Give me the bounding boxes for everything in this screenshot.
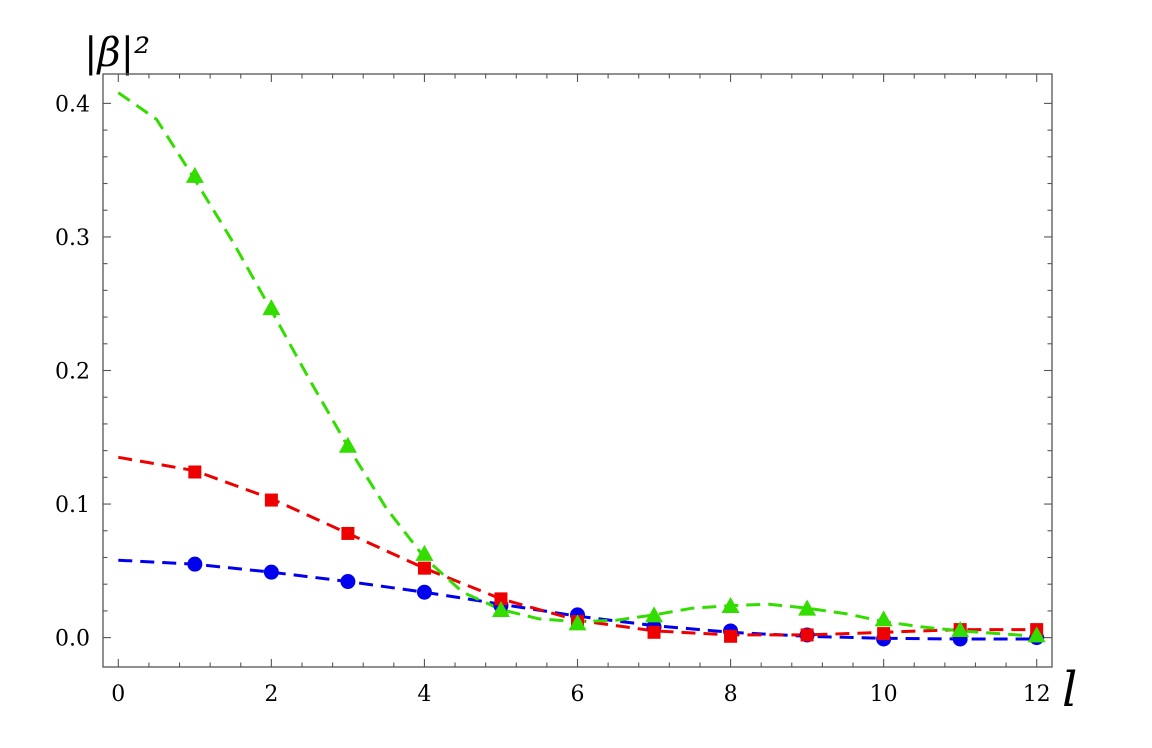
- plot-frame: [102, 73, 1053, 668]
- triangle-data-point: [338, 436, 357, 453]
- square-data-point: [494, 592, 508, 606]
- circle-data-point: [263, 564, 279, 580]
- triangle-data-point: [491, 600, 510, 617]
- circle-data-point: [416, 584, 432, 600]
- x-tick-label: 6: [571, 682, 585, 707]
- triangle-data-point: [798, 599, 817, 616]
- y-tick-label: 0.3: [55, 226, 90, 251]
- triangle-data-point: [721, 596, 740, 613]
- square-data-point: [188, 465, 202, 479]
- triangle-data-point: [262, 299, 281, 316]
- square-data-point: [800, 628, 814, 642]
- y-tick-label: 0.0: [55, 627, 90, 652]
- square-data-point: [341, 526, 355, 540]
- square-data-point: [264, 493, 278, 507]
- triangle-data-point: [185, 166, 204, 183]
- triangle-data-point: [1027, 626, 1046, 643]
- circle-data-point: [340, 574, 356, 590]
- triangle-data-point: [951, 621, 970, 638]
- triangle-series-curve: [117, 91, 1037, 638]
- square-data-point: [877, 627, 891, 641]
- square-data-point: [647, 625, 661, 639]
- square-data-point: [724, 629, 738, 643]
- y-tick-label: 0.1: [55, 493, 90, 518]
- x-tick-label: 2: [264, 682, 278, 707]
- y-axis-title: |β|²: [84, 30, 150, 76]
- x-tick-label: 8: [724, 682, 738, 707]
- y-tick-label: 0.2: [55, 360, 90, 385]
- x-tick-label: 4: [417, 682, 431, 707]
- triangle-data-point: [874, 610, 893, 627]
- triangle-data-point: [415, 544, 434, 561]
- y-tick-label: 0.4: [55, 92, 90, 117]
- circle-data-point: [187, 556, 203, 572]
- x-tick-label: 12: [1023, 682, 1051, 707]
- x-tick-label: 0: [111, 682, 125, 707]
- triangle-data-point: [645, 606, 664, 623]
- x-axis-title: l: [1062, 662, 1077, 718]
- x-tick-label: 10: [870, 682, 898, 707]
- square-data-point: [417, 561, 431, 575]
- triangle-data-point: [568, 614, 587, 631]
